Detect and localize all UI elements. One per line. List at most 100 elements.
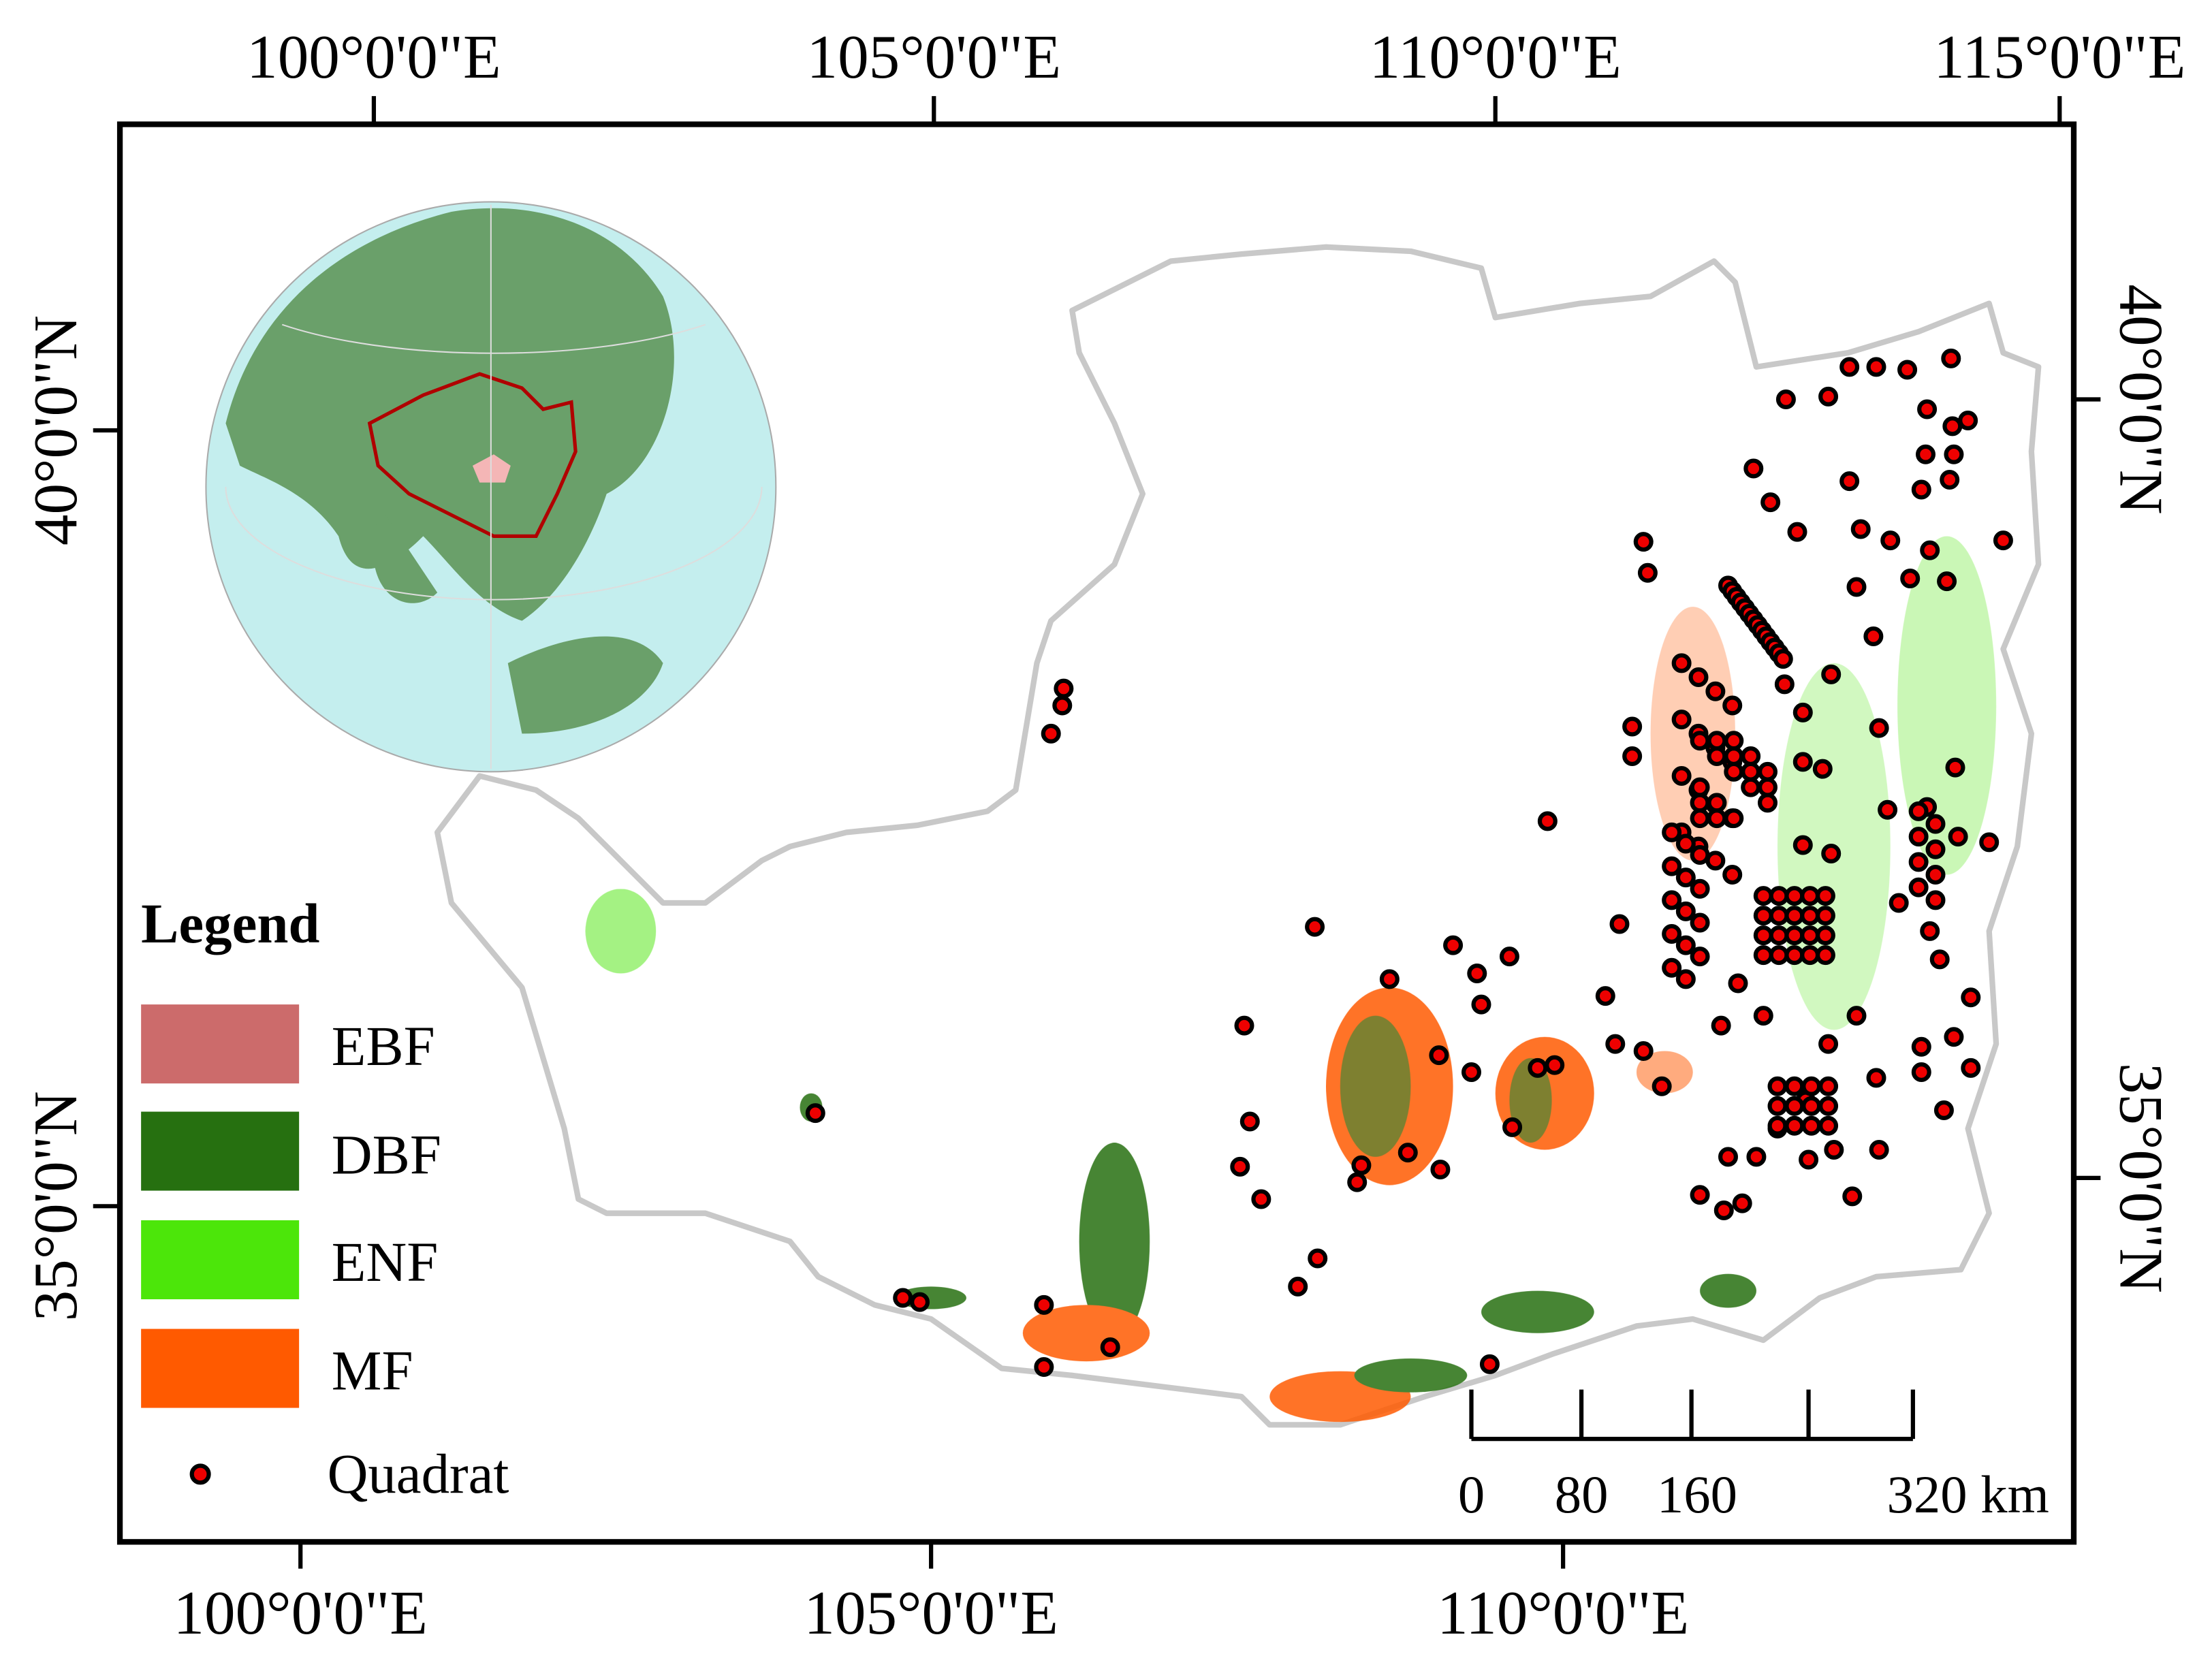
legend-swatch (141, 1220, 300, 1300)
legend-label: MF (332, 1339, 413, 1402)
bottom-label: 105°0'0"E (804, 1578, 1058, 1647)
quadrat-dot (1397, 1143, 1418, 1163)
quadrat-dot (1850, 519, 1871, 539)
quadrat-dot (1889, 893, 1909, 913)
quadrat-dot (1753, 906, 1773, 926)
quadrat-dot (1722, 695, 1743, 716)
quadrat-dot (1633, 532, 1654, 552)
quadrat-dot (1595, 986, 1615, 1006)
quadrat-dot (1652, 1076, 1672, 1096)
quadrat-dot (1925, 839, 1946, 859)
quadrat-dot (1675, 868, 1696, 888)
quadrat-dot (1690, 793, 1710, 813)
quadrat-dot (1054, 678, 1074, 699)
quadrat-dot (1767, 1096, 1788, 1116)
quadrat-dot (1815, 886, 1835, 906)
quadrat-dot (1052, 695, 1073, 716)
quadrat-dot (1958, 411, 1978, 431)
quadrat-dot (1800, 945, 1820, 966)
quadrat-dot (1034, 1356, 1054, 1377)
quadrat-dot (1908, 852, 1929, 872)
quadrat-dot (1753, 1006, 1773, 1026)
quadrat-dot (1705, 681, 1726, 701)
scale-bar (1469, 1389, 1915, 1442)
quadrat-dot (1824, 1139, 1844, 1160)
quadrat-dot (1637, 562, 1658, 583)
legend-swatch (141, 1111, 300, 1191)
quadrat-dot (1713, 1201, 1734, 1221)
map-frame (116, 121, 2077, 1545)
quadrat-dot (1034, 1294, 1054, 1315)
quadrat-dot (1675, 833, 1696, 854)
quadrat-dot (1705, 851, 1726, 871)
scale-label: 160 (1657, 1465, 1737, 1525)
quadrat-dot (1839, 471, 1860, 492)
quadrat-dot (1801, 1076, 1822, 1096)
quadrat-dot (1479, 1354, 1500, 1374)
quadrat-dot (1925, 865, 1946, 885)
quadrat-dot (1251, 1189, 1271, 1209)
quadrat-dot (1675, 935, 1696, 955)
quadrat-dot (1662, 822, 1682, 842)
quadrat-dot (1741, 761, 1761, 782)
quadrat-dot (1758, 761, 1778, 782)
quadrat-dot (1800, 886, 1820, 906)
legend-title: Legend (141, 892, 319, 955)
quadrat-dot (1100, 1337, 1120, 1357)
quadrat-dot (1732, 1193, 1752, 1213)
quadrat-dot (1911, 479, 1931, 500)
quadrat-dot (1605, 1034, 1626, 1054)
quadrat-dot (1929, 949, 1950, 970)
quadrat-dot (1741, 777, 1761, 797)
quadrat-dot (1675, 901, 1696, 921)
quadrat-dot (1818, 1034, 1839, 1054)
legend-label: EBF (332, 1015, 435, 1077)
top-label: 100°0'0"E (247, 22, 501, 91)
quadrat-dot (1948, 827, 1968, 847)
quadrat-dot (1467, 964, 1487, 984)
quadrat-dot (1866, 1068, 1886, 1088)
quadrat-dot (1471, 994, 1491, 1015)
quadrat-dot (1711, 1015, 1731, 1036)
ticks (93, 96, 2101, 1569)
quadrat-dot (1942, 416, 1963, 436)
quadrat-dot (1633, 1040, 1654, 1061)
quadrat-dot (1671, 710, 1692, 730)
quadrat-dot (1784, 1096, 1805, 1116)
quadrat-dot (1880, 530, 1901, 551)
quadrat-dot (1239, 1111, 1260, 1132)
quadrat-dot (1609, 914, 1630, 934)
quadrat-dot (1690, 845, 1710, 865)
quadrat-dot (1622, 746, 1643, 767)
quadrat-dot (1545, 1055, 1565, 1075)
quadrat-dot (1818, 1115, 1839, 1136)
quadrat-dot (1846, 577, 1867, 597)
quadrat-dot (1690, 878, 1710, 899)
quadrat-dot (1925, 890, 1946, 910)
quadrat-dot (1671, 766, 1692, 786)
quadrat-dot (1940, 470, 1960, 490)
quadrat-dot (1528, 1058, 1548, 1078)
quadrat-dot (1869, 1139, 1889, 1160)
quadrat-dot (805, 1103, 825, 1124)
quadrat-dot (1741, 746, 1761, 767)
quadrat-points (805, 348, 2013, 1377)
quadrat-dot (1537, 811, 1558, 831)
quadrat-dot (1911, 1036, 1931, 1057)
quadrat-dot (1784, 906, 1805, 926)
quadrat-dot (1815, 945, 1835, 966)
quadrat-dot (1753, 886, 1773, 906)
top-label: 110°0'0"E (1370, 22, 1622, 91)
quadrat-dot (1908, 877, 1929, 897)
right-label: 35°0'0"N (2106, 1063, 2175, 1293)
quadrat-dot (1499, 947, 1519, 967)
quadrat-dot (1900, 569, 1921, 589)
quadrat-dot (1944, 1027, 1964, 1047)
quadrat-dot (1784, 1076, 1805, 1096)
quadrat-dot (1925, 814, 1946, 834)
quadrat-dot (1787, 522, 1807, 542)
quadrat-dot (1675, 969, 1696, 989)
quadrat-dot (1815, 925, 1835, 946)
quadrat-dot (1728, 973, 1748, 994)
quadrat-dot (1911, 1062, 1931, 1083)
